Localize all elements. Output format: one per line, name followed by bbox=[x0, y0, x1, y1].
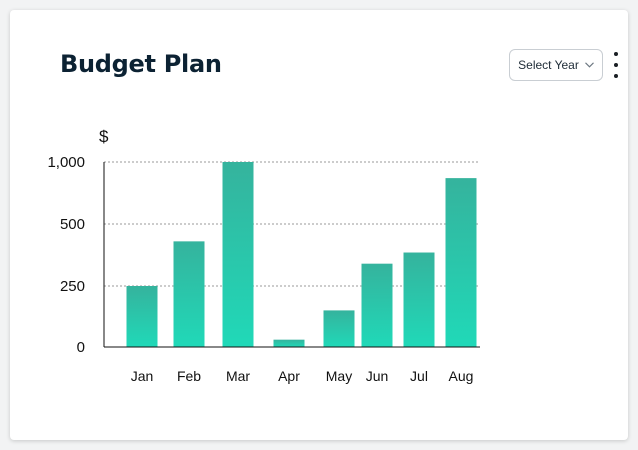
y-tick-label: 0 bbox=[77, 339, 85, 356]
bar-jan[interactable] bbox=[126, 286, 158, 347]
bar-jun[interactable] bbox=[361, 263, 393, 347]
x-tick-label: Feb bbox=[177, 368, 201, 384]
kebab-dot bbox=[614, 52, 618, 56]
x-tick-label: Jul bbox=[410, 368, 428, 384]
x-tick-label: Jun bbox=[366, 368, 389, 384]
bar-jul[interactable] bbox=[403, 252, 435, 347]
y-tick-label: 1,000 bbox=[47, 154, 85, 171]
x-tick-label: May bbox=[326, 368, 352, 384]
select-year-label: Select Year bbox=[518, 58, 579, 72]
x-tick-label: Mar bbox=[226, 368, 250, 384]
y-tick-label: 500 bbox=[60, 216, 85, 233]
kebab-dot bbox=[614, 63, 618, 67]
bar-feb[interactable] bbox=[173, 241, 205, 347]
more-options-icon[interactable] bbox=[609, 52, 623, 78]
select-year-dropdown[interactable]: Select Year bbox=[509, 49, 603, 81]
budget-plan-card: Budget Plan Select Year bbox=[10, 10, 628, 440]
bar-mar[interactable] bbox=[222, 162, 254, 347]
card-title: Budget Plan bbox=[60, 50, 222, 78]
bar-apr[interactable] bbox=[273, 339, 305, 347]
y-axis-unit-label: $ bbox=[99, 127, 109, 146]
kebab-dot bbox=[614, 74, 618, 78]
bar-may[interactable] bbox=[323, 310, 355, 347]
x-tick-label: Aug bbox=[449, 368, 474, 384]
y-tick-label: 250 bbox=[60, 278, 85, 295]
x-tick-label: Jan bbox=[131, 368, 154, 384]
chevron-down-icon bbox=[584, 62, 594, 68]
bar-aug[interactable] bbox=[445, 178, 477, 347]
x-tick-label: Apr bbox=[278, 368, 300, 384]
